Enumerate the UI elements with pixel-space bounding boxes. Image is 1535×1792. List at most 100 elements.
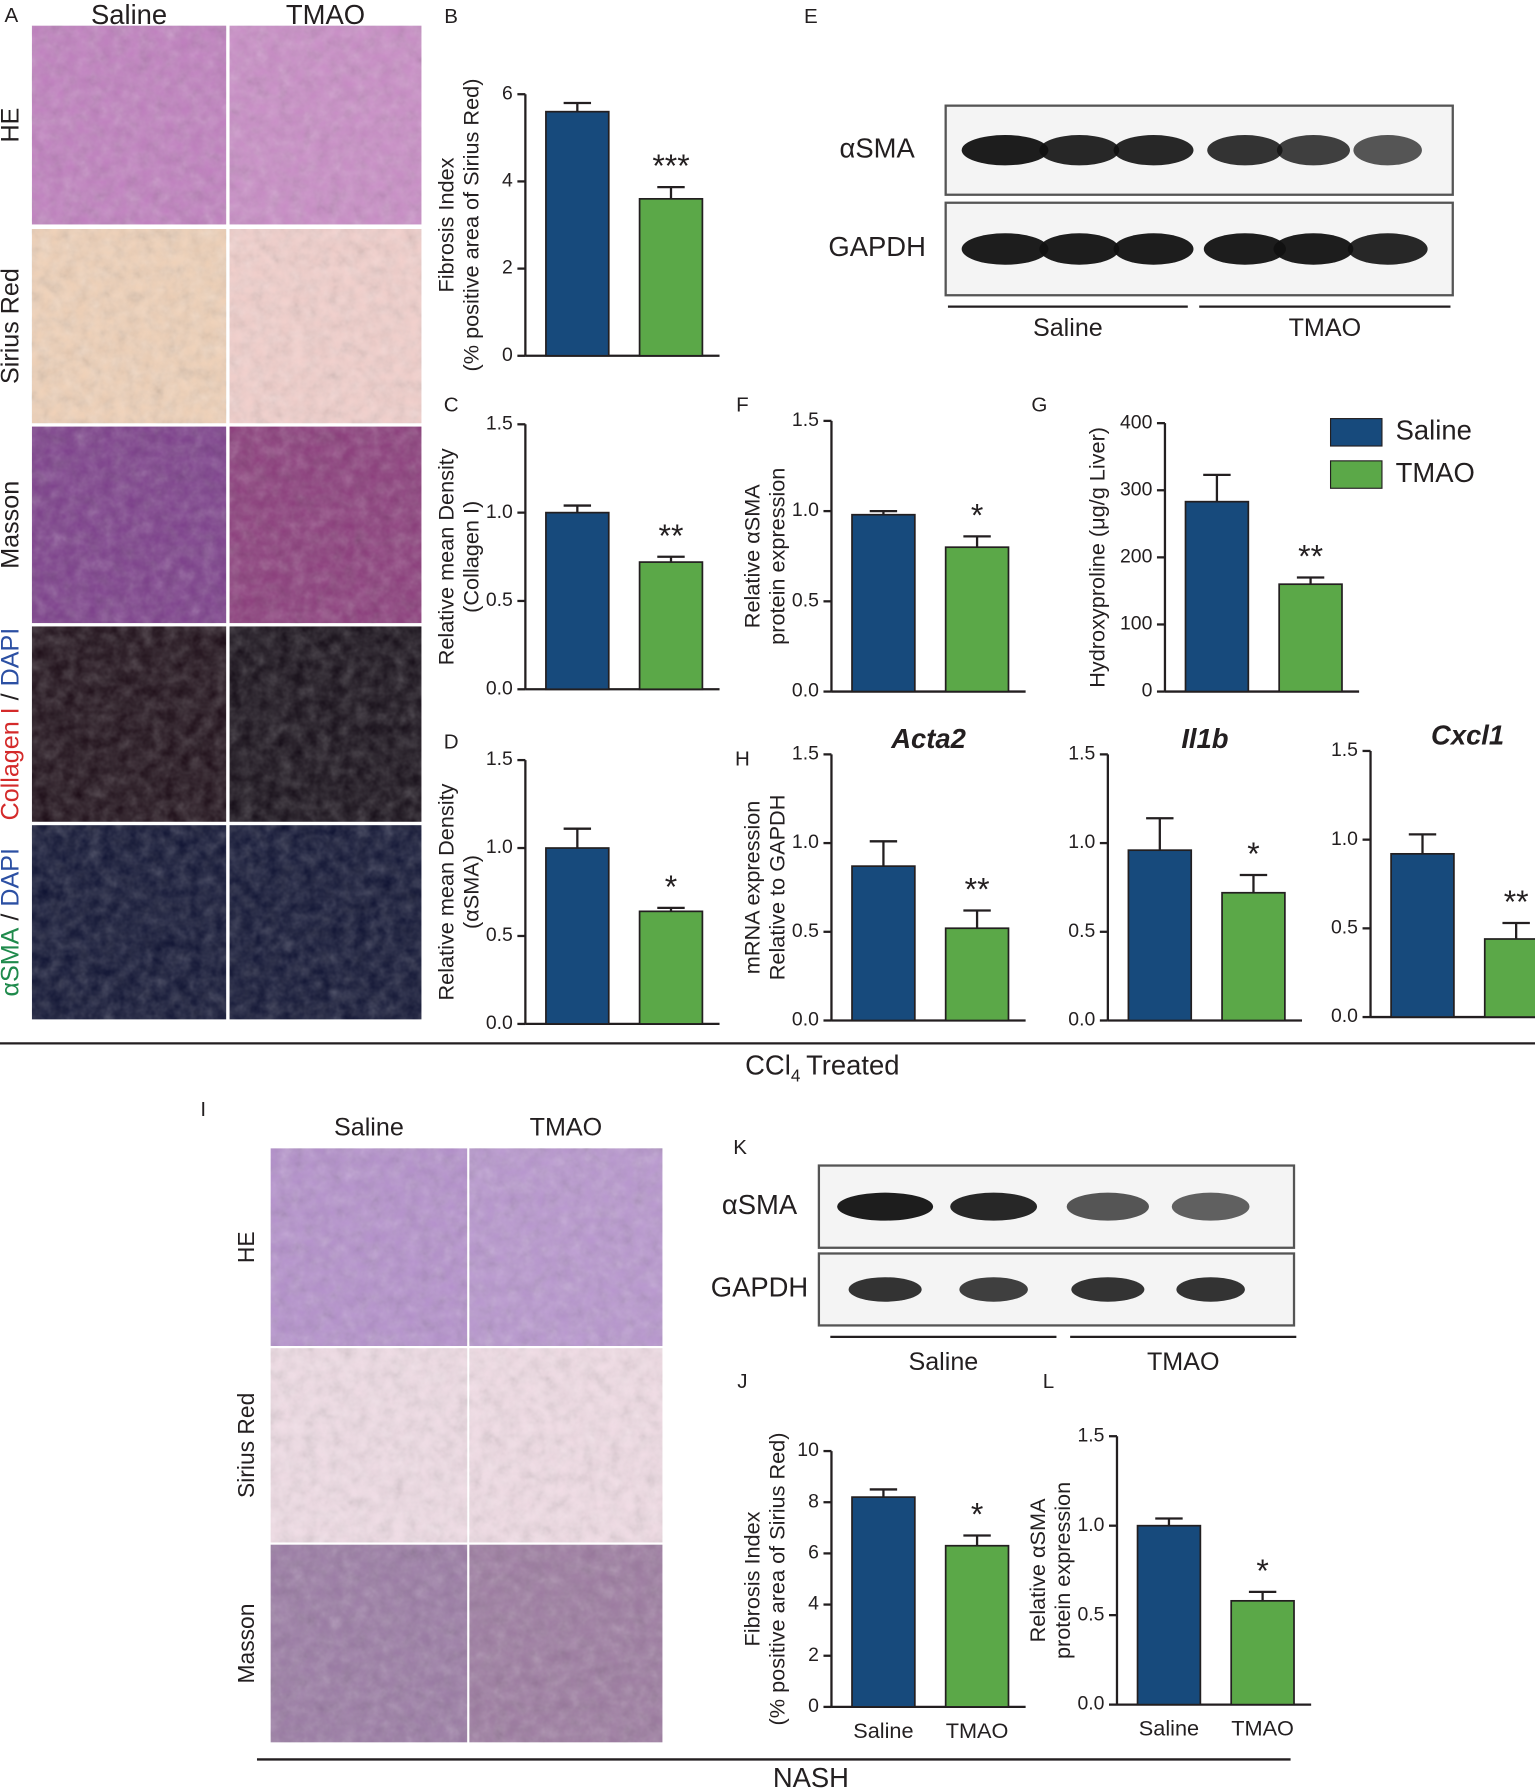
panel-letter: I [200,1098,206,1121]
significance: ** [1298,539,1323,575]
micrograph-texture [229,25,422,225]
blot-band [1203,233,1287,265]
error-bar [869,840,898,867]
y-tick-label: 2 [808,1644,819,1666]
blot-band [1273,233,1354,265]
blot-band [1039,233,1120,265]
significance: ** [965,872,990,908]
group-label: Saline [908,1348,978,1376]
bar [1136,1524,1202,1706]
bar [851,865,916,1022]
error-bar [1155,1517,1183,1526]
bar [638,561,704,691]
bar [851,1496,916,1708]
blot-band [1176,1277,1245,1302]
y-tick-label: 1.5 [792,743,819,765]
bar [1390,852,1455,1018]
significance: ** [1504,884,1529,920]
legend-label: TMAO [1396,457,1475,488]
bar [545,511,610,691]
y-tick-label: 0 [1142,680,1153,702]
significance: * [1247,836,1259,872]
error-bar [1239,873,1268,893]
row-label-part: DAPI [0,628,24,687]
y-tick-label: 8 [808,1490,819,1512]
panel-letter: H [735,748,750,771]
y-axis-label: protein expression [765,468,790,645]
micrograph-texture [229,229,422,424]
protein-label: αSMA [722,1189,798,1220]
bar [1483,938,1535,1018]
y-tick-label: 0 [808,1695,819,1717]
error-bar [1296,576,1325,585]
error-bar [563,827,592,849]
y-axis-label: Relative αSMA [740,484,765,628]
blot-band [950,1192,1038,1221]
y-axis-label: Relative to GAPDH [765,795,790,981]
significance: ** [659,518,684,554]
y-axis-label: Fibrosis Index [740,1511,765,1646]
blot-band [961,233,1049,265]
y-tick-label: 0.5 [792,920,819,942]
panel-letter: K [733,1136,747,1159]
x-tick-label: Saline [1139,1715,1199,1740]
micrograph-texture [229,626,422,822]
row-label-part: Sirius Red [0,268,24,384]
treatment-subscript: 4 [791,1065,801,1085]
error-bar [869,1488,898,1498]
row-label-part: Masson [233,1604,259,1684]
y-tick-label: 300 [1120,478,1153,500]
legend-label: Saline [1396,415,1472,446]
column-label: TMAO [286,0,365,30]
micrograph-texture [31,229,227,424]
treatment-text: CCl [745,1050,791,1081]
bar [1127,849,1193,1022]
y-tick-label: 0.0 [486,1012,513,1034]
blot-band [837,1192,934,1221]
row-label: Collagen I / DAPI [0,628,24,821]
treatment-label: CCl4 Treated [745,1050,899,1085]
y-tick-label: 0.0 [486,677,513,699]
legend-swatch [1329,460,1383,489]
y-tick-label: 200 [1120,545,1153,567]
protein-label: GAPDH [711,1272,808,1303]
blot-band [1039,135,1120,166]
y-axis-label: Relative mean Density [433,448,458,665]
y-tick-label: 4 [502,170,513,192]
row-label: Masson [0,481,24,569]
row-label-part: Masson [0,481,24,569]
y-tick-label: 1.5 [486,412,513,434]
row-label: HE [233,1231,259,1263]
x-tick-label: Saline [853,1718,913,1743]
panel-letter: J [737,1370,747,1393]
y-tick-label: 1.0 [792,499,819,521]
y-tick-label: 0.5 [1331,916,1358,938]
treatment-suffix: Treated [806,1050,899,1081]
blot-band [1207,135,1283,166]
y-axis-label: mRNA expression [740,801,765,975]
bar [944,546,1010,693]
y-tick-label: 1.5 [1077,1424,1104,1446]
column-label: TMAO [530,1114,603,1142]
significance: * [1256,1553,1268,1589]
y-tick-label: 0.0 [792,1009,819,1031]
x-tick-label: TMAO [1231,1715,1294,1740]
bar [1278,583,1343,693]
bar [638,197,704,357]
micrograph-texture [31,626,227,822]
significance: * [971,498,983,534]
y-tick-label: 1.0 [1077,1514,1104,1536]
panel-letter: A [5,4,19,27]
error-bar [1248,1590,1277,1601]
y-tick-label: 0 [502,344,513,366]
y-axis-label: protein expression [1050,1482,1075,1659]
panel-letter: L [1043,1370,1054,1393]
bar [1230,1599,1295,1706]
y-tick-label: 1.0 [1068,831,1095,853]
micrograph-texture [270,1544,468,1743]
row-label-part: αSMA [0,927,24,996]
chart-title: Acta2 [890,723,966,754]
bar [1221,891,1286,1022]
error-bar [869,509,898,515]
blot-band [1113,233,1194,265]
